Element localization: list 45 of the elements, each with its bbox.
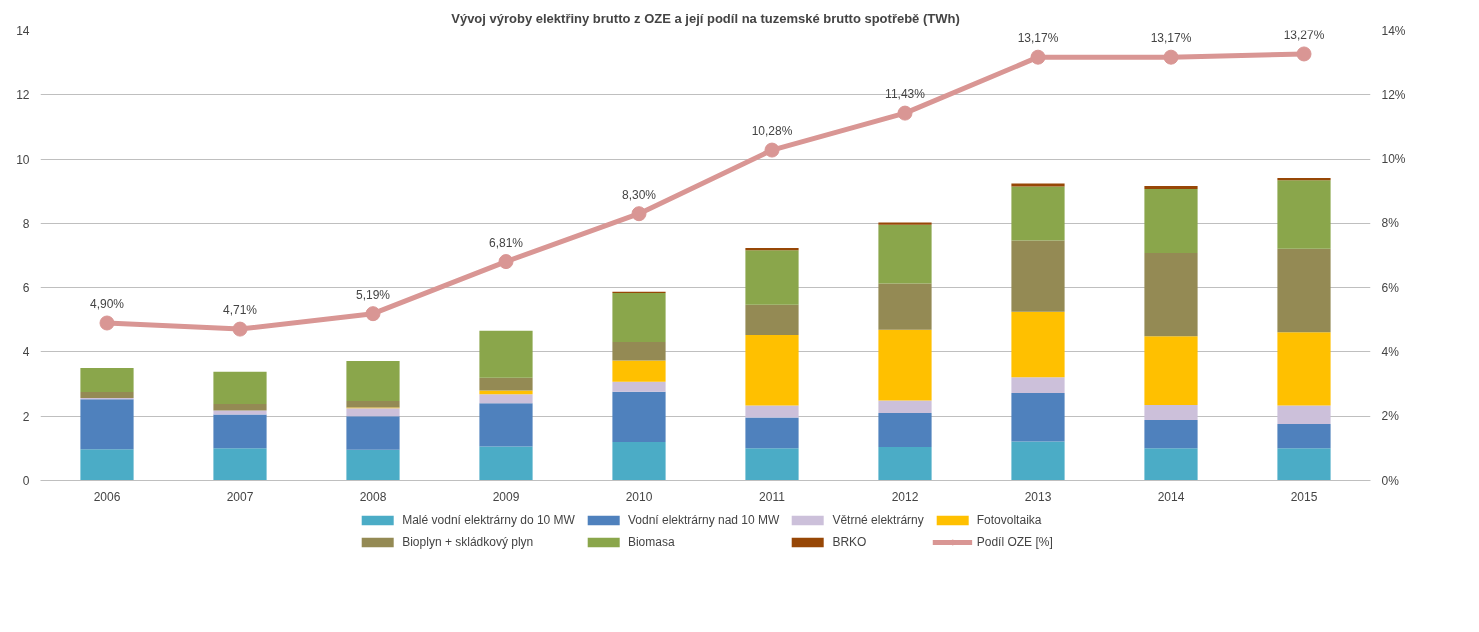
legend-label: Bioplyn + skládkový plyn xyxy=(402,535,534,549)
x-tick-label: 2012 xyxy=(891,489,919,504)
y-tick-label: 2 xyxy=(22,409,30,424)
x-tick-label: 2014 xyxy=(1157,489,1185,504)
legend-label: Biomasa xyxy=(627,535,675,549)
legend-label: Vodní elektrárny nad 10 MW xyxy=(627,513,780,527)
y2-tick-label: 12% xyxy=(1381,87,1406,102)
y2-tick-label: 6% xyxy=(1381,280,1400,295)
legend-label: Fotovoltaika xyxy=(976,513,1042,527)
data-label: 10,28% xyxy=(751,124,793,139)
y2-tick-label: 14% xyxy=(1381,23,1406,38)
y-tick-label: 10 xyxy=(16,152,30,167)
data-label: 4,71% xyxy=(222,303,258,318)
y2-tick-label: 10% xyxy=(1381,152,1406,167)
y-tick-label: 6 xyxy=(22,281,30,296)
legend-label: Podíl OZE [%] xyxy=(976,535,1053,549)
legend-label: Malé vodní elektrárny do 10 MW xyxy=(402,513,575,527)
data-label: 13,17% xyxy=(1150,31,1192,46)
x-tick-label: 2006 xyxy=(93,489,121,504)
legend-label: Větrné elektrárny xyxy=(832,513,924,527)
data-label: 13,17% xyxy=(1017,31,1059,46)
data-label: 13,27% xyxy=(1283,27,1325,42)
x-tick-label: 2008 xyxy=(359,489,387,504)
y-tick-label: 14 xyxy=(16,24,30,38)
x-tick-label: 2013 xyxy=(1024,489,1052,504)
data-label: 4,90% xyxy=(89,297,125,311)
x-tick-label: 2011 xyxy=(759,489,786,504)
y-tick-label: 0 xyxy=(22,474,30,488)
data-label: 8,30% xyxy=(621,187,657,202)
y2-tick-label: 4% xyxy=(1381,344,1400,359)
x-tick-label: 2010 xyxy=(625,489,653,504)
data-label: 11,43% xyxy=(885,87,926,102)
x-tick-label: 2009 xyxy=(492,489,520,504)
y2-tick-label: 2% xyxy=(1381,409,1400,424)
x-tick-label: 2015 xyxy=(1290,489,1318,504)
y-tick-label: 8 xyxy=(22,216,30,231)
data-label: 5,19% xyxy=(355,287,391,302)
legend-label: BRKO xyxy=(832,535,867,549)
y-tick-label: 12 xyxy=(16,88,30,103)
y2-tick-label: 8% xyxy=(1381,216,1400,231)
x-tick-label: 2007 xyxy=(226,489,254,504)
y2-tick-label: 0% xyxy=(1381,473,1400,488)
data-label: 6,81% xyxy=(488,235,524,250)
chart-title: Vývoj výroby elektřiny brutto z OZE a její podíl na tuzemské brutto spotřebě (TWh) xyxy=(451,10,960,26)
y-tick-label: 4 xyxy=(22,345,30,360)
